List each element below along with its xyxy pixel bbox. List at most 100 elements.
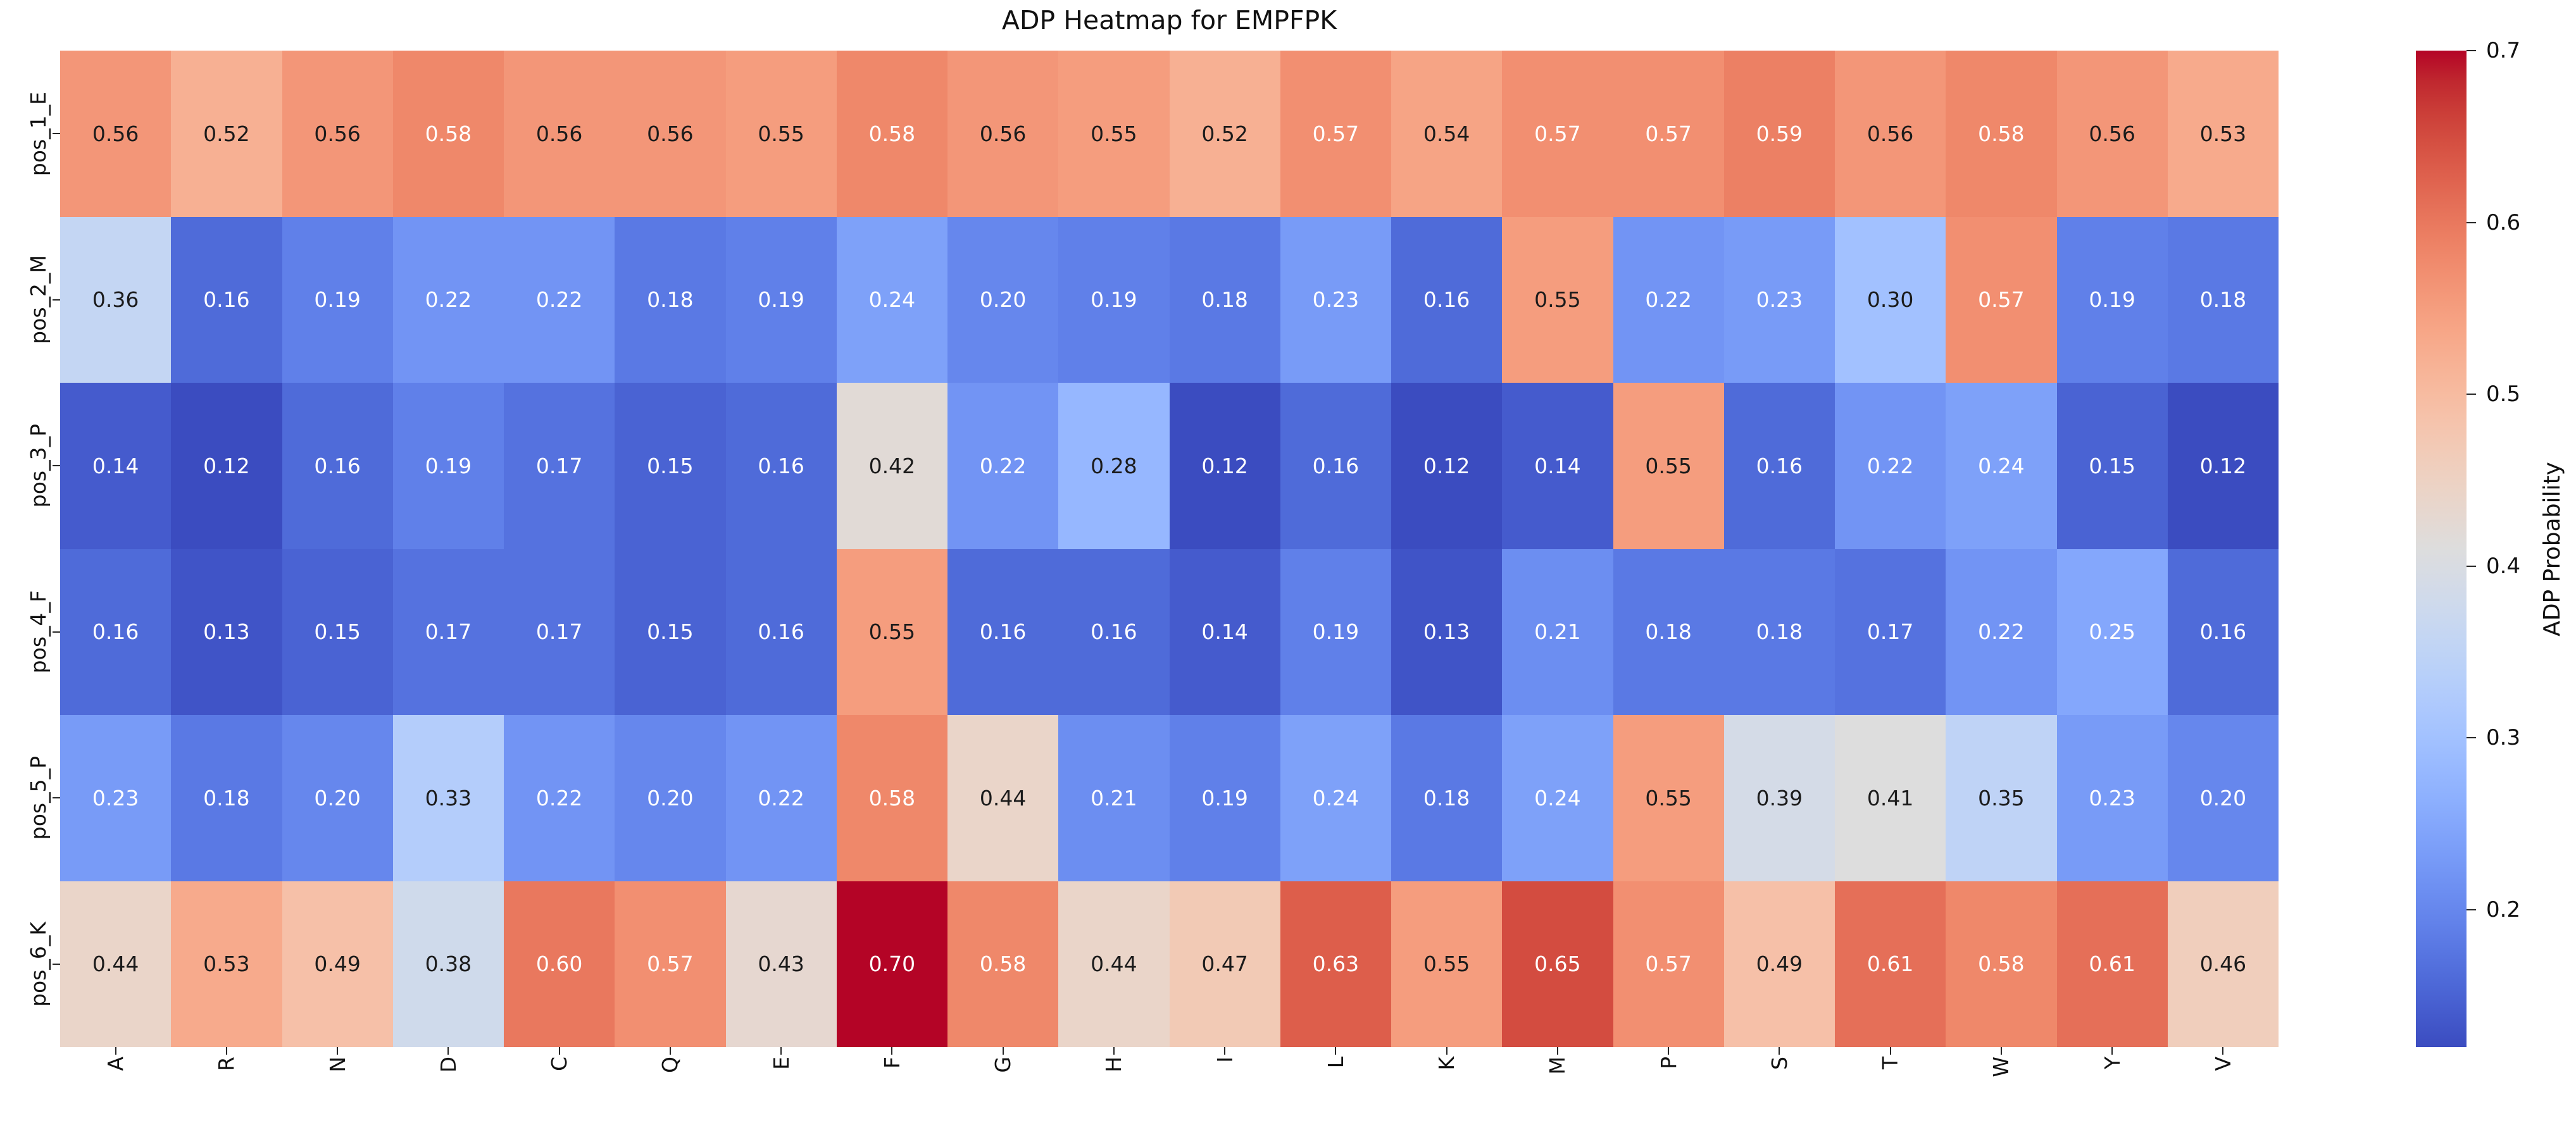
colorbar-tick-mark [2467, 394, 2476, 395]
heatmap-cell: 0.23 [1280, 216, 1391, 383]
x-tick-label-text: Y [2099, 1057, 2125, 1070]
tick-mark [225, 1047, 227, 1055]
heatmap-cell: 0.20 [615, 715, 726, 881]
heatmap-cell: 0.20 [282, 715, 393, 881]
x-tick-label: K [1391, 1057, 1502, 1117]
cell-value: 0.52 [203, 121, 250, 146]
y-tick-label-text: pos_5_P [26, 756, 51, 840]
colorbar-axis-label: ADP Probability [2539, 461, 2565, 636]
cell-value: 0.35 [1978, 785, 2025, 810]
x-tick-label-text: N [325, 1057, 350, 1072]
cell-value: 0.19 [1312, 619, 1360, 645]
cell-value: 0.56 [647, 121, 694, 146]
heatmap-cell: 0.15 [282, 549, 393, 715]
cell-value: 0.12 [1201, 453, 1248, 478]
heatmap-cell: 0.12 [1391, 383, 1503, 549]
heatmap-cell: 0.30 [1835, 216, 1946, 383]
cell-value: 0.58 [979, 952, 1027, 977]
colorbar-tick-mark [2467, 565, 2476, 567]
heatmap-cell: 0.49 [1723, 881, 1835, 1047]
cell-value: 0.33 [425, 785, 472, 810]
colorbar-axis-label-wrap: ADP Probability [2533, 51, 2571, 1047]
tick-mark [53, 299, 60, 301]
heatmap-cell: 0.57 [1280, 51, 1391, 217]
cell-value: 0.56 [2089, 121, 2135, 146]
cell-value: 0.21 [1091, 785, 1137, 810]
heatmap-cell: 0.19 [725, 216, 837, 383]
heatmap-cell: 0.16 [947, 549, 1059, 715]
tick-mark [669, 1047, 671, 1055]
colorbar-gradient [2416, 51, 2467, 1047]
heatmap-cell: 0.13 [171, 549, 282, 715]
cell-value: 0.18 [203, 785, 250, 810]
cell-value: 0.16 [758, 453, 804, 478]
cell-value: 0.30 [1866, 287, 1914, 313]
cell-value: 0.24 [1534, 785, 1581, 810]
heatmap-cell: 0.57 [1613, 51, 1724, 217]
tick-mark [337, 1047, 339, 1055]
colorbar-tick-mark [2467, 50, 2476, 51]
cell-value: 0.16 [758, 619, 804, 645]
colorbar-tick-label: 0.2 [2486, 897, 2521, 922]
cell-value: 0.60 [535, 952, 583, 977]
cell-value: 0.56 [92, 121, 139, 146]
heatmap-cell: 0.18 [1169, 216, 1280, 383]
chart-title: ADP Heatmap for EMPFPK [1001, 5, 1337, 35]
heatmap-cell: 0.47 [1169, 881, 1280, 1047]
x-tick-label: C [504, 1057, 615, 1117]
y-tick-label: pos_6_K [0, 881, 51, 1048]
heatmap-cell: 0.65 [1502, 881, 1613, 1047]
cell-value: 0.39 [1756, 785, 1803, 810]
heatmap-cell: 0.22 [1946, 549, 2057, 715]
heatmap-cell: 0.12 [171, 383, 282, 549]
cell-value: 0.19 [758, 287, 804, 313]
heatmap-cell: 0.56 [947, 51, 1059, 217]
cell-value: 0.12 [2199, 453, 2247, 478]
heatmap-cell: 0.14 [1502, 383, 1613, 549]
cell-value: 0.44 [1091, 952, 1137, 977]
heatmap-cell: 0.42 [836, 383, 947, 549]
cell-value: 0.44 [92, 952, 139, 977]
y-tick-label: pos_1_E [0, 51, 51, 217]
colorbar-tick-label: 0.5 [2486, 382, 2521, 407]
x-tick-label-text: I [1212, 1057, 1237, 1063]
cell-value: 0.19 [314, 287, 361, 313]
cell-value: 0.58 [1978, 952, 2025, 977]
heatmap-cell: 0.12 [2167, 383, 2279, 549]
cell-value: 0.19 [2089, 287, 2135, 313]
x-tick-label: E [726, 1057, 837, 1117]
heatmap-cell: 0.23 [60, 715, 172, 881]
cell-value: 0.57 [1312, 121, 1360, 146]
tick-mark [1446, 1047, 1447, 1055]
cell-value: 0.47 [1201, 952, 1248, 977]
heatmap-cell: 0.55 [725, 51, 837, 217]
x-tick-label-text: P [1656, 1057, 1681, 1069]
x-tick-label-text: M [1545, 1057, 1570, 1075]
y-tick-label-text: pos_4_F [26, 590, 51, 674]
heatmap-cell: 0.18 [1391, 715, 1503, 881]
cell-value: 0.54 [1423, 121, 1470, 146]
y-tick-label-text: pos_1_E [26, 91, 51, 176]
colorbar-tick-mark [2467, 221, 2476, 223]
tick-mark [1556, 1047, 1558, 1055]
tick-mark [558, 1047, 560, 1055]
x-tick-label-text: R [214, 1057, 239, 1071]
heatmap-cell: 0.20 [947, 216, 1059, 383]
heatmap-cell: 0.17 [504, 549, 615, 715]
cell-value: 0.18 [647, 287, 694, 313]
heatmap-cell: 0.58 [836, 51, 947, 217]
colorbar-tick-label: 0.3 [2486, 725, 2521, 751]
cell-value: 0.57 [647, 952, 694, 977]
x-tick-label-text: G [991, 1057, 1016, 1073]
y-tick-label: pos_5_P [0, 715, 51, 881]
cell-value: 0.63 [1312, 952, 1360, 977]
cell-value: 0.15 [314, 619, 361, 645]
heatmap-cell: 0.17 [1835, 549, 1946, 715]
x-tick-label-text: H [1101, 1057, 1127, 1072]
x-tick-label-text: T [1878, 1057, 1903, 1070]
heatmap-cell: 0.57 [615, 881, 726, 1047]
heatmap-cell: 0.28 [1058, 383, 1170, 549]
cell-value: 0.56 [1866, 121, 1914, 146]
x-tick-label: I [1170, 1057, 1280, 1117]
